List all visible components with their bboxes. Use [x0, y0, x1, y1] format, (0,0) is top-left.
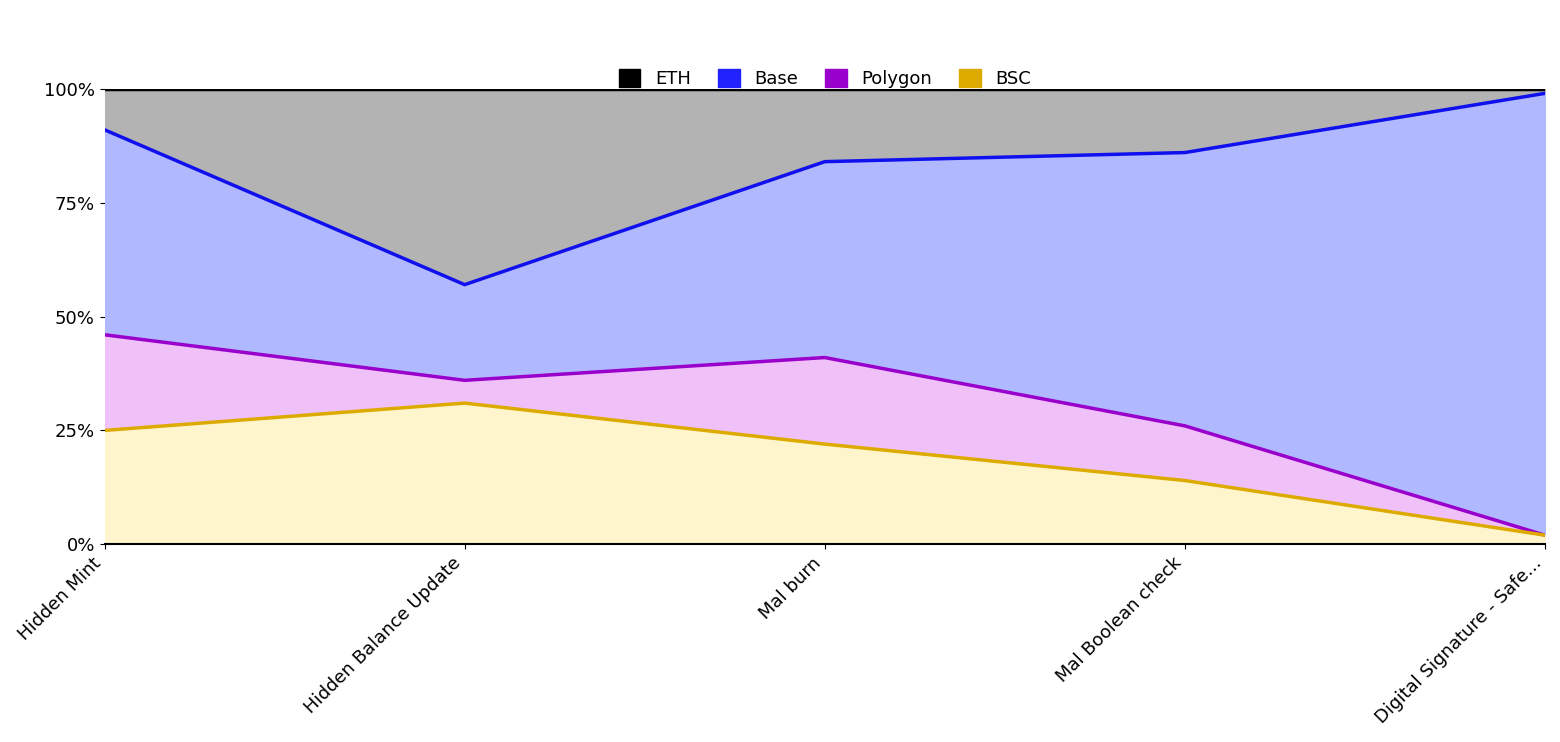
Legend: ETH, Base, Polygon, BSC: ETH, Base, Polygon, BSC [612, 62, 1037, 95]
